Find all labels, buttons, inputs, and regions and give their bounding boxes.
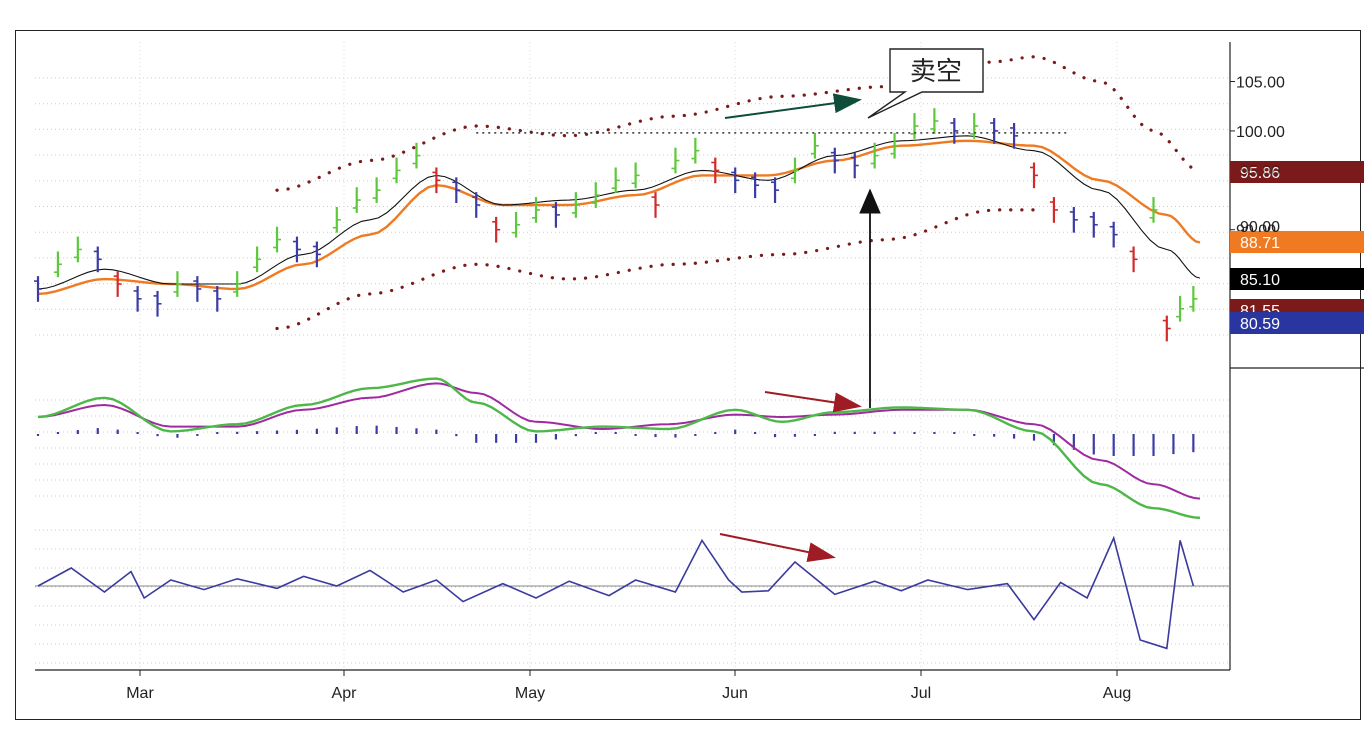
value-badge (1230, 161, 1364, 183)
envelope-upper-curve (275, 55, 1202, 192)
arrow-red-macd (764, 391, 862, 413)
price-panel (34, 55, 1202, 342)
chart-grid (35, 42, 1230, 670)
value-badge (1230, 312, 1364, 334)
arrow-red-momentum (719, 533, 836, 562)
ema-fast-line (37, 135, 1201, 290)
envelope-lower-curve (275, 208, 1036, 331)
month-axis-labels: Mar Apr May Jun Jul Aug (126, 670, 1131, 702)
month-label: May (515, 685, 545, 702)
envelope-lower-dots (275, 208, 1036, 331)
value-badge-label: 88.71 (1240, 235, 1280, 252)
overlapped-tick-label: 95.00 (1240, 163, 1280, 180)
macd-panel (36, 377, 1201, 519)
momentum-line (37, 535, 1195, 650)
macd-histogram (36, 425, 1195, 456)
envelope-upper-dots (275, 55, 1202, 192)
ema-slow-line (37, 139, 1201, 296)
arrow-green-price (724, 93, 862, 119)
chart-axes (35, 42, 1364, 671)
month-label: Jul (911, 685, 931, 702)
month-label: Jun (722, 685, 748, 702)
value-badge-label: 80.59 (1240, 316, 1280, 333)
month-label: Apr (332, 685, 358, 702)
short-sell-callout: 卖空 (867, 48, 984, 119)
callout-box (867, 48, 984, 119)
value-badge (1230, 268, 1364, 290)
annotations: 卖空 (719, 48, 984, 562)
momentum-panel (35, 535, 1230, 650)
value-badge (1230, 231, 1364, 253)
macd-signal-line (37, 382, 1201, 500)
month-label: Aug (1103, 685, 1131, 702)
value-badge-label: 85.10 (1240, 272, 1280, 289)
value-badge-label: 95.86 (1240, 165, 1280, 182)
price-tick-labels: 90.00 100.00 105.00 (1230, 75, 1285, 240)
price-tick-label: 100.00 (1236, 124, 1285, 141)
price-bars (34, 108, 1198, 342)
chart-frame (15, 30, 1361, 720)
macd-line (37, 377, 1201, 519)
price-tick-label: 105.00 (1236, 75, 1285, 92)
overlapped-tick-label: 90.00 (1240, 219, 1280, 236)
callout-label: 卖空 (910, 57, 962, 87)
month-label: Mar (126, 685, 154, 702)
